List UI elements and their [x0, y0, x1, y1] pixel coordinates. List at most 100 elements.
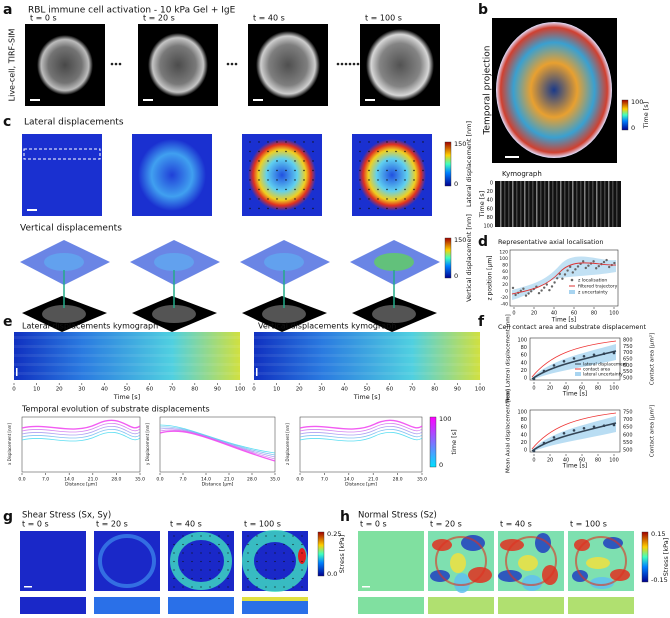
x-tick-label: 40	[341, 387, 348, 393]
sample-point	[574, 268, 577, 271]
x-tick-label: 0	[252, 387, 256, 393]
y-tick-label: 700	[623, 417, 633, 423]
panel-letter: d	[478, 234, 488, 250]
x-tick-label: 60	[579, 386, 585, 392]
scale-bar	[505, 156, 519, 158]
vector-dot	[265, 586, 267, 588]
vector-dot	[377, 141, 379, 143]
heatmap-bg	[22, 134, 102, 216]
vector-dot	[258, 160, 260, 162]
vector-dot	[265, 577, 267, 580]
vector-dot	[256, 586, 258, 588]
vector-dot	[359, 169, 361, 172]
vector-dot	[303, 188, 305, 191]
vector-dot	[395, 169, 397, 172]
surface-bump	[264, 253, 304, 271]
vector-dot	[312, 160, 314, 162]
vector-dot	[294, 207, 296, 210]
vector-dot	[276, 141, 278, 143]
stress-map	[358, 531, 424, 591]
panel-letter: a	[3, 2, 12, 18]
axis-label: Contact area [μm²]	[649, 333, 656, 386]
x-tick-label: 0	[532, 386, 535, 392]
vector-dot	[247, 560, 249, 563]
sample-point	[608, 265, 611, 269]
x-tick-label: 30	[78, 387, 85, 393]
panel-title: Representative axial localisation	[498, 238, 603, 246]
ellipsis-dot	[352, 62, 356, 66]
y-tick-label: -40	[501, 302, 508, 308]
kymo-streak	[568, 181, 570, 227]
uncertainty-band	[512, 256, 616, 300]
time-label: t = 0 s	[22, 520, 49, 529]
vector-dot	[285, 150, 287, 153]
x-tick-label: 80	[591, 311, 597, 317]
colorbar-min: -0.15	[651, 576, 668, 584]
ellipsis-dot	[336, 62, 340, 66]
vector-dot	[200, 586, 202, 588]
sample-point	[530, 290, 533, 293]
stress-ring	[435, 536, 487, 586]
vector-dot	[218, 535, 220, 537]
vector-dot	[368, 169, 370, 172]
mean-marker	[572, 357, 576, 360]
roi-box	[23, 148, 101, 160]
mean-marker	[592, 425, 596, 429]
vector-dot	[283, 560, 285, 563]
vector-dot	[301, 543, 303, 546]
colorbar	[621, 99, 629, 131]
vector-dot	[274, 552, 276, 554]
vector-dot	[258, 141, 260, 143]
x-tick-label: 80	[191, 387, 198, 393]
vector-dot	[191, 560, 193, 563]
vector-dot	[274, 569, 276, 571]
vector-dot	[292, 552, 294, 554]
vector-dot	[182, 543, 184, 546]
heatmap-cell	[138, 139, 206, 211]
x-tick-label: 70	[169, 387, 176, 393]
colorbar	[444, 237, 452, 279]
kymo-band	[14, 345, 240, 348]
x-tick-label: 50	[124, 387, 131, 393]
vector-dot	[247, 543, 249, 546]
y-tick-label: 60	[487, 206, 493, 212]
sample-point	[543, 286, 546, 289]
vector-dot	[312, 150, 314, 153]
mean-marker	[552, 364, 556, 367]
stress-map	[94, 531, 160, 591]
vector-dot	[258, 198, 260, 200]
sample-point	[540, 289, 543, 292]
time-label: t = 100 s	[365, 14, 402, 23]
stress-blob	[454, 573, 470, 593]
sample-point	[571, 271, 574, 274]
vector-dot	[173, 586, 175, 588]
vector-dot	[413, 141, 415, 143]
x-tick-label: 100	[609, 386, 619, 392]
x-tick-label: 14.0	[344, 477, 354, 483]
panel-title: Temporal evolution of substrate displace…	[21, 405, 210, 414]
mean-marker	[572, 429, 576, 432]
cell-shadow	[42, 305, 86, 323]
sample-point	[569, 265, 572, 269]
vector-dot	[209, 569, 211, 571]
vector-dot	[256, 577, 258, 580]
mean-marker	[542, 441, 546, 445]
vector-dot	[285, 160, 287, 162]
vector-dot	[227, 543, 229, 546]
vector-dot	[191, 569, 193, 571]
stress-ring	[575, 536, 627, 586]
sample-point	[587, 264, 590, 267]
kymo-streak	[500, 181, 502, 227]
vector-dot	[267, 207, 269, 210]
sample-point	[563, 273, 567, 276]
panel-letter: b	[478, 2, 488, 18]
vector-dot	[422, 150, 424, 153]
vector-dot	[294, 169, 296, 172]
displacement-profile	[299, 419, 423, 430]
colorbar-max: 150	[454, 140, 466, 148]
vector-dot	[301, 586, 303, 588]
legend-marker	[575, 372, 581, 376]
plot-frame	[21, 416, 141, 473]
vector-dot	[301, 560, 303, 563]
x-tick-label: 10	[33, 387, 40, 393]
